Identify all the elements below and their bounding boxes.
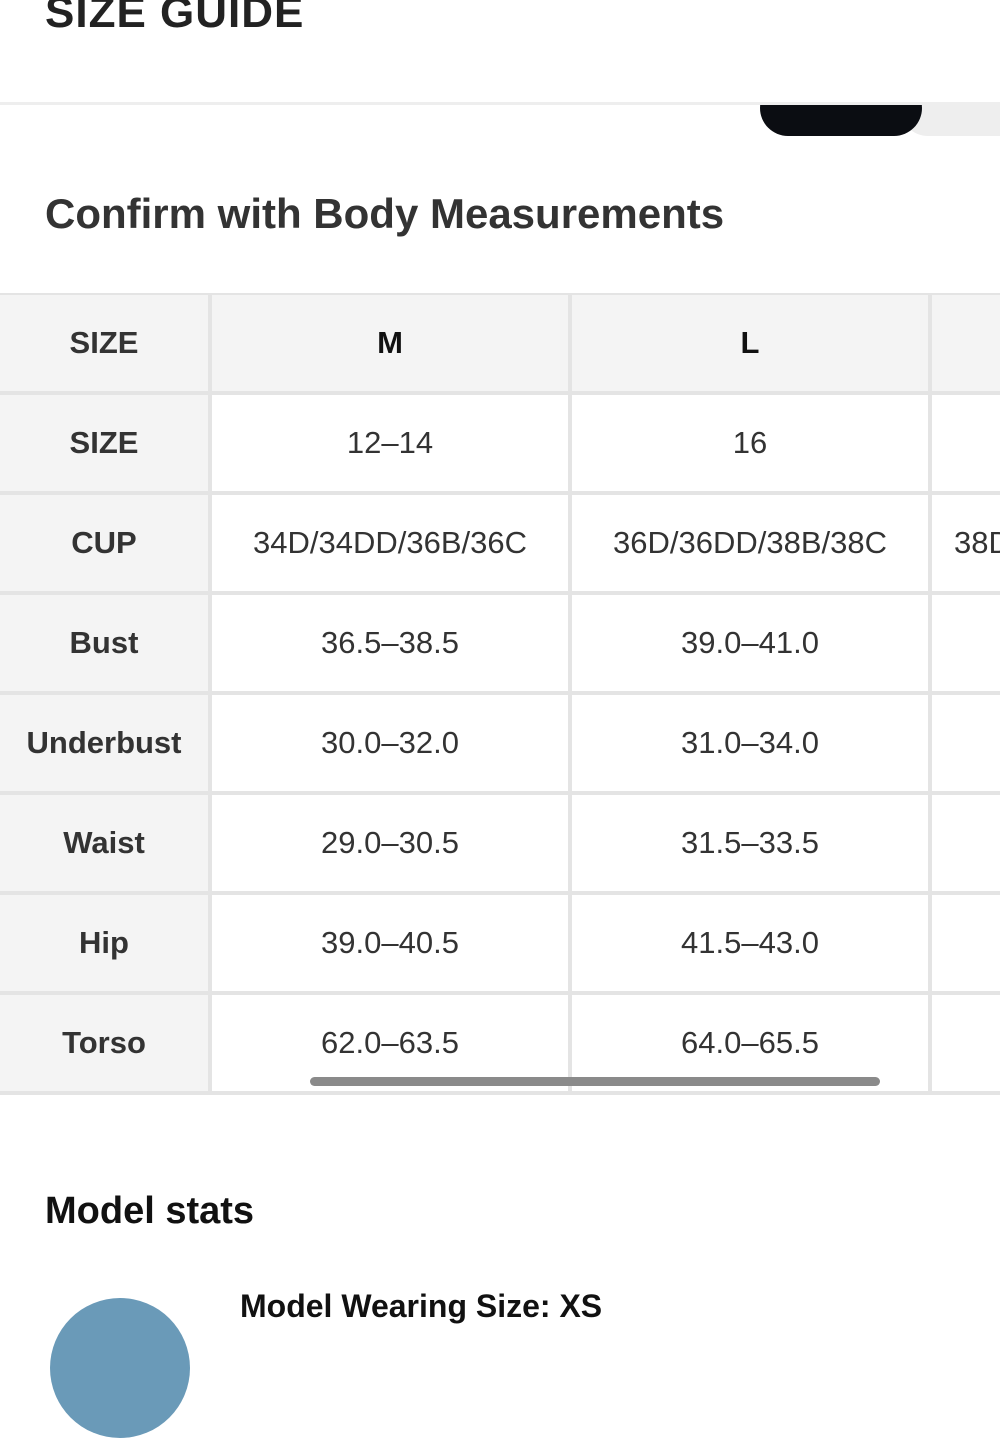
table-cell: 62.0–63.5 [212,995,568,1091]
table-cell: 36D/36DD/38B/38C [572,495,928,591]
divider [0,102,1000,105]
table-cell: 34D/34DD/36B/36C [212,495,568,591]
table-cell: Torso [0,995,208,1091]
table-cell: Bust [0,595,208,691]
table-cell: 64.0–65.5 [572,995,928,1091]
table-cell: 16 [572,395,928,491]
size-table[interactable]: SIZE M L SIZE 12–14 16 CUP 34D/34DD/36B/36C 36D/… [0,293,1000,1095]
table-cell [932,695,1000,791]
table-cell: 30.0–32.0 [212,695,568,791]
table-cell: L [572,295,928,391]
table-cell: 29.0–30.5 [212,795,568,891]
table-cell: Hip [0,895,208,991]
table-cell: 39.0–40.5 [212,895,568,991]
table-cell: CUP [0,495,208,591]
table-cell: 41.5–43.0 [572,895,928,991]
table-cell: 31.5–33.5 [572,795,928,891]
table-cell: 39.0–41.0 [572,595,928,691]
table-cell: 12–14 [212,395,568,491]
table-cell [932,395,1000,491]
model-wearing-size: Model Wearing Size: XS [240,1288,603,1324]
table-cell [932,595,1000,691]
model-stats-title: Model stats [45,1190,255,1232]
table-cell: 31.0–34.0 [572,695,928,791]
table-cell: 36.5–38.5 [212,595,568,691]
table-cell [932,995,1000,1091]
table-cell: M [212,295,568,391]
section-title: Confirm with Body Measurements [45,190,725,237]
scrollbar[interactable] [310,1077,880,1086]
header [0,0,1000,102]
table-cell [932,795,1000,891]
table-cell: 38D [932,495,1000,591]
table-cell: Underbust [0,695,208,791]
table-cell: SIZE [0,295,208,391]
model-avatar [50,1298,190,1438]
page-title: SIZE GUIDE [45,0,305,37]
table-cell: SIZE [0,395,208,491]
table-cell [932,895,1000,991]
table-cell [932,295,1000,391]
table-cell: Waist [0,795,208,891]
